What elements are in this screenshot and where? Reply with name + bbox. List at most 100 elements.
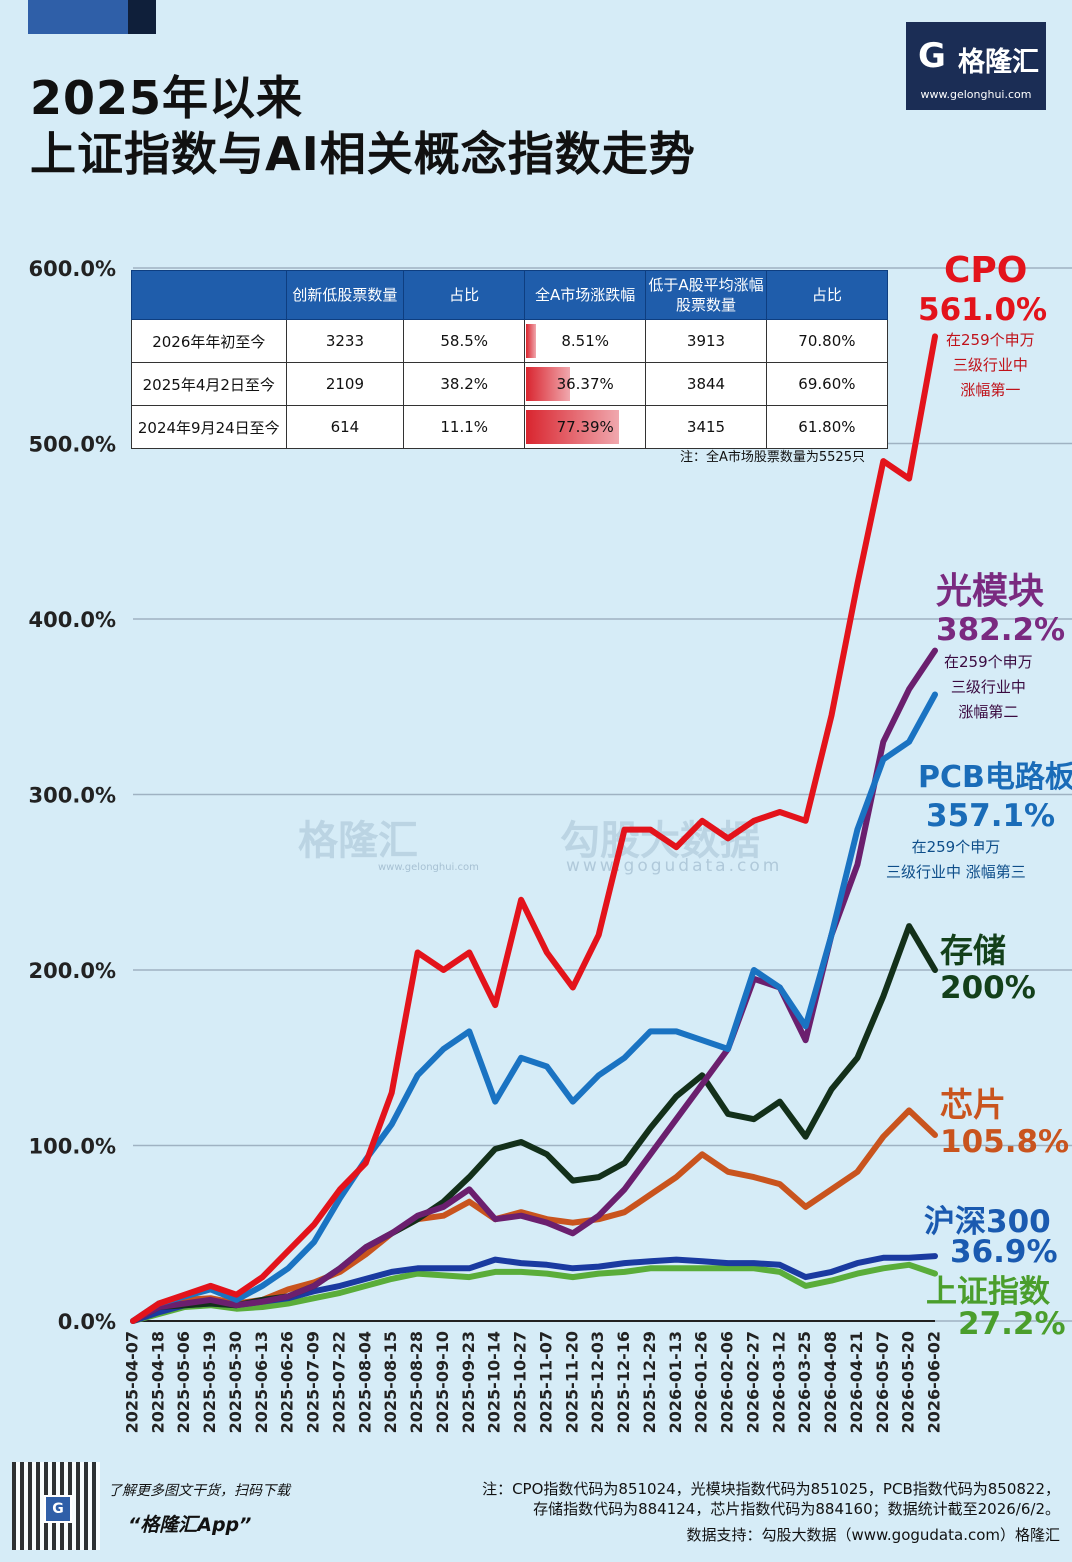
- logo-url: www.gelonghui.com: [920, 88, 1032, 101]
- y-tick-label: 600.0%: [29, 257, 116, 281]
- table-cell: 70.80%: [765, 319, 889, 363]
- x-tick-label: 2025-05-30: [226, 1331, 245, 1433]
- watermark-brand-url: www.gelonghui.com: [378, 862, 479, 873]
- series-line-optical: [130, 647, 938, 1324]
- table-cell: 11.1%: [403, 405, 526, 449]
- label-cpo-sub-line: 涨幅第一: [960, 381, 1021, 399]
- label-cpo-sub: 在259个申万 三级行业中 涨幅第一: [946, 328, 1035, 403]
- x-tick-label: 2025-04-18: [148, 1331, 167, 1433]
- series-line-pcb: [130, 691, 938, 1324]
- table-cell: 58.5%: [403, 319, 526, 363]
- stats-table: 创新低股票数量 占比 全A市场涨跌幅 低于A股平均涨幅股票数量 占比 2026年…: [131, 270, 889, 449]
- table-header-cell: 占比: [765, 270, 889, 320]
- label-pcb-name: PCB电路板: [918, 760, 1072, 795]
- x-tick-label: 2026-03-25: [795, 1331, 814, 1433]
- label-chip-value: 105.8%: [940, 1124, 1070, 1160]
- footer-note-line-2: 存储指数代码为884124，芯片指数代码为884160；数据统计截至2026/6…: [533, 1500, 1060, 1518]
- y-tick-label: 500.0%: [29, 433, 116, 457]
- x-tick-label: 2026-01-26: [692, 1331, 711, 1433]
- table-cell: 61.80%: [765, 405, 889, 449]
- table-header-cell: 占比: [403, 270, 526, 320]
- x-tick-label: 2026-03-12: [769, 1331, 788, 1433]
- label-cpo-value: 561.0%: [918, 292, 1048, 328]
- top-accent-bar: [28, 0, 128, 34]
- table-row: 2025年4月2日至今 2109 38.2% 36.37% 3844 69.60…: [131, 362, 889, 406]
- footer-source: 数据支持：勾股大数据（www.gogudata.com）格隆汇: [686, 1526, 1060, 1544]
- x-tick-label: 2025-08-04: [355, 1331, 374, 1433]
- x-tick-label: 2026-01-13: [666, 1331, 685, 1433]
- table-header-row: 创新低股票数量 占比 全A市场涨跌幅 低于A股平均涨幅股票数量 占比: [131, 270, 889, 320]
- x-tick-label: 2025-09-10: [433, 1331, 452, 1433]
- table-cell-period: 2024年9月24日至今: [131, 405, 287, 449]
- table-cell: 2109: [285, 362, 405, 406]
- table-cell: 38.2%: [403, 362, 526, 406]
- x-tick-label: 2025-04-07: [123, 1331, 142, 1433]
- label-cpo-sub-line: 三级行业中: [952, 356, 1028, 374]
- table-cell-period: 2026年年初至今: [131, 319, 287, 363]
- title-line-1: 2025年以来: [30, 71, 304, 125]
- series-line-sh: [130, 1261, 938, 1324]
- table-cell-change: 8.51%: [524, 319, 647, 363]
- x-tick-label: 2025-07-22: [329, 1331, 348, 1433]
- x-tick-label: 2025-11-20: [562, 1331, 581, 1433]
- change-text: 77.39%: [556, 418, 614, 436]
- series-line-cpo: [130, 333, 938, 1324]
- table-header-cell: 创新低股票数量: [285, 270, 405, 320]
- label-pcb-sub-line: 三级行业中 涨幅第三: [886, 863, 1026, 881]
- y-tick-label: 400.0%: [29, 608, 116, 632]
- promo-app-name: “格隆汇App”: [128, 1514, 252, 1536]
- table-cell: 614: [285, 405, 405, 449]
- label-optical-sub-line: 涨幅第二: [958, 703, 1019, 721]
- table-cell: 3415: [645, 405, 767, 449]
- label-hs300-name: 沪深300: [924, 1204, 1051, 1240]
- x-tick-label: 2025-05-06: [174, 1331, 193, 1433]
- label-optical-value: 382.2%: [936, 612, 1066, 648]
- x-tick-label: 2026-04-08: [821, 1331, 840, 1433]
- label-pcb-value: 357.1%: [926, 798, 1056, 834]
- y-tick-label: 300.0%: [29, 784, 116, 808]
- y-tick-label: 200.0%: [29, 959, 116, 983]
- x-tick-label: 2025-06-13: [252, 1331, 271, 1433]
- table-header-cell: 低于A股平均涨幅股票数量: [645, 270, 767, 320]
- top-accent-bar-dark: [128, 0, 156, 34]
- logo-mark-icon: G: [918, 36, 946, 76]
- label-storage-value: 200%: [940, 970, 1036, 1006]
- x-tick-label: 2025-08-28: [407, 1331, 426, 1433]
- x-tick-label: 2025-11-07: [536, 1331, 555, 1433]
- label-cpo-name: CPO: [944, 250, 1028, 291]
- x-tick-label: 2026-05-20: [899, 1331, 918, 1433]
- table-cell-change: 77.39%: [524, 405, 647, 449]
- logo-name: 格隆汇: [958, 47, 1039, 78]
- x-tick-label: 2025-10-14: [485, 1331, 504, 1433]
- x-tick-label: 2025-12-16: [614, 1331, 633, 1433]
- x-tick-label: 2026-04-21: [847, 1331, 866, 1433]
- y-tick-label: 0.0%: [58, 1310, 116, 1334]
- x-tick-label: 2026-05-07: [873, 1331, 892, 1433]
- change-bar: [526, 324, 537, 358]
- change-bar: [526, 410, 620, 444]
- label-chip-name: 芯片: [940, 1085, 1006, 1124]
- x-tick-label: 2025-06-26: [278, 1331, 297, 1433]
- change-text: 36.37%: [556, 375, 614, 393]
- x-tick-label: 2026-02-27: [743, 1331, 762, 1433]
- change-bar: [526, 367, 570, 401]
- label-optical-name: 光模块: [936, 571, 1045, 612]
- brand-logo: G 格隆汇 www.gelonghui.com: [906, 22, 1046, 110]
- label-optical-sub-line: 三级行业中: [950, 678, 1026, 696]
- x-tick-label: 2025-05-19: [200, 1331, 219, 1433]
- x-tick-label: 2025-09-23: [459, 1331, 478, 1433]
- x-tick-label: 2025-12-03: [588, 1331, 607, 1433]
- table-cell: 3233: [285, 319, 405, 363]
- x-tick-label: 2025-08-15: [381, 1331, 400, 1433]
- table-cell-change: 36.37%: [524, 362, 647, 406]
- footer-note-line-1: 注：CPO指数代码为851024，光模块指数代码为851025，PCB指数代码为…: [482, 1480, 1060, 1498]
- table-cell: 69.60%: [765, 362, 889, 406]
- label-cpo-sub-line: 在259个申万: [946, 331, 1035, 349]
- x-tick-label: 2026-06-02: [925, 1331, 944, 1433]
- change-text: 8.51%: [561, 332, 609, 350]
- table-header-cell: [131, 270, 287, 320]
- label-pcb-sub-line: 在259个申万: [911, 838, 1001, 856]
- table-cell: 3844: [645, 362, 767, 406]
- label-optical-sub: 在259个申万 三级行业中 涨幅第二: [944, 650, 1033, 725]
